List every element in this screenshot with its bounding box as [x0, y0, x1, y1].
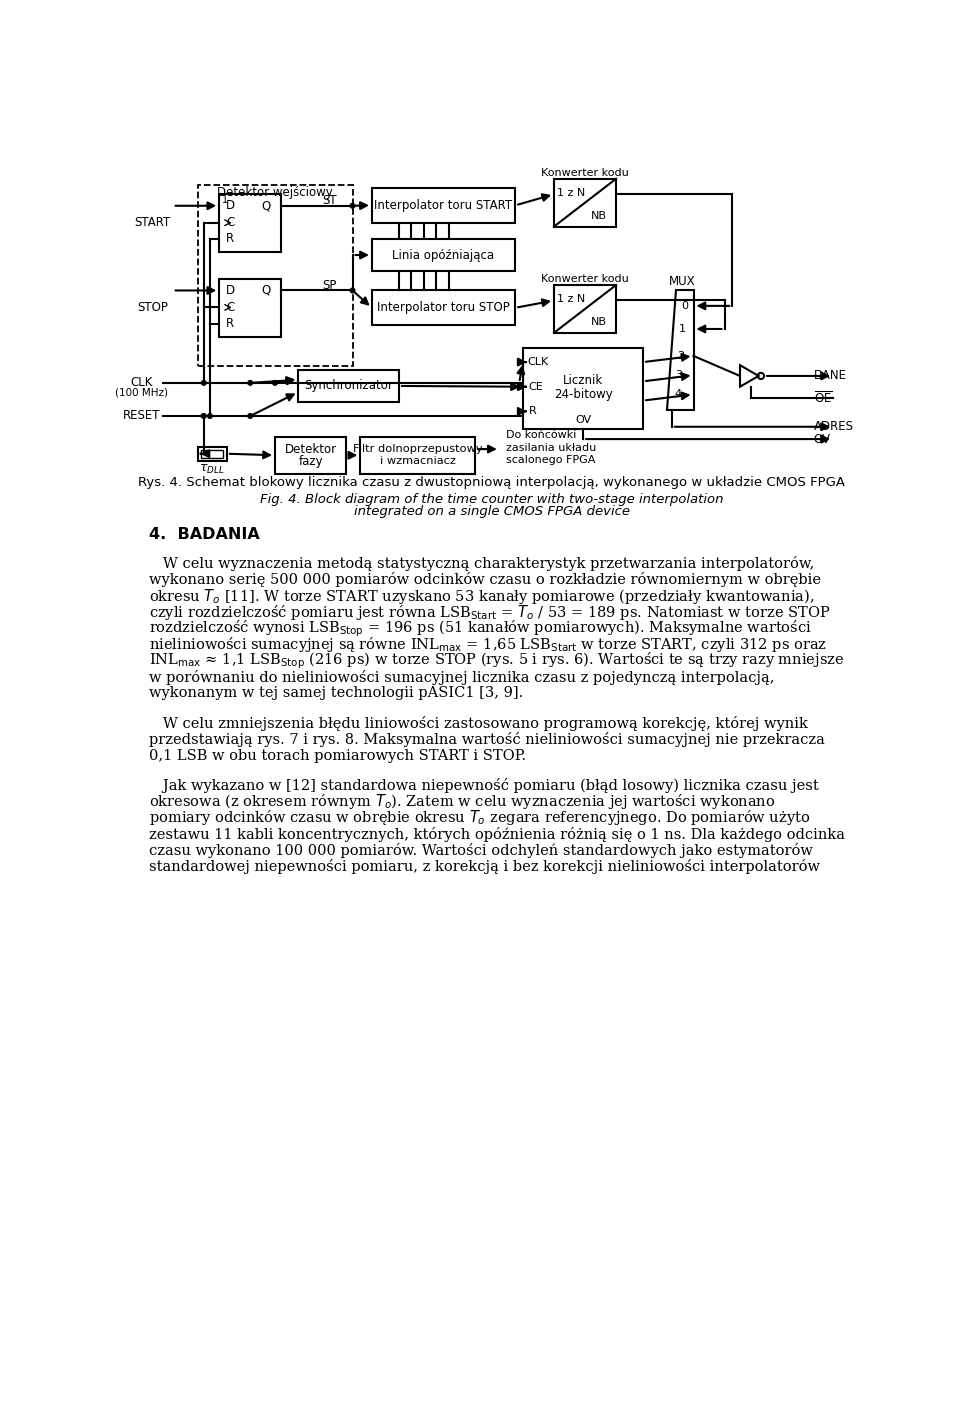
Text: R: R [528, 406, 537, 416]
Text: R: R [226, 317, 234, 329]
Text: scalonego FPGA: scalonego FPGA [506, 455, 595, 465]
Text: rozdzielczość wynosi LSB$_{\mathrm{Stop}}$ = 196 ps (51 kanałów pomiarowych). Ma: rozdzielczość wynosi LSB$_{\mathrm{Stop}… [150, 619, 812, 639]
Circle shape [207, 414, 212, 418]
Text: W celu zmniejszenia błędu liniowości zastosowano programową korekcję, której wyn: W celu zmniejszenia błędu liniowości zas… [150, 716, 808, 730]
Text: 1 z N: 1 z N [557, 188, 586, 198]
Text: Detektor: Detektor [284, 442, 337, 455]
Bar [299, 369, 399, 402]
Text: Do końcówki: Do końcówki [506, 431, 576, 441]
Bar [219, 279, 281, 337]
Text: ADRES: ADRES [814, 421, 853, 434]
Text: 1: 1 [223, 195, 228, 205]
Text: 0,1 LSB w obu torach pomiarowych START i STOP.: 0,1 LSB w obu torach pomiarowych START i… [150, 749, 527, 763]
Text: Konwerter kodu: Konwerter kodu [541, 274, 629, 284]
Text: czasu wykonano 100 000 pomiarów. Wartości odchyleń standardowych jako estymatoró: czasu wykonano 100 000 pomiarów. Wartośc… [150, 843, 813, 858]
Text: OV: OV [575, 415, 591, 425]
Text: OV: OV [814, 432, 830, 445]
Bar [202, 449, 223, 458]
Text: ST: ST [322, 194, 337, 207]
Text: 4: 4 [674, 389, 682, 399]
Text: w porównaniu do nieliniowości sumacyjnej licznika czasu z pojedynczą interpolacj: w porównaniu do nieliniowości sumacyjnej… [150, 670, 775, 684]
Text: 1: 1 [680, 324, 686, 334]
Text: INL$_{\mathrm{max}}$ ≈ 1,1 LSB$_{\mathrm{Stop}}$ (216 ps) w torze STOP (rys. 5 i: INL$_{\mathrm{max}}$ ≈ 1,1 LSB$_{\mathrm… [150, 650, 845, 672]
Text: 1 z N: 1 z N [557, 294, 586, 304]
Text: pomiary odcinków czasu w obrębie okresu $T_o$ zegara referencyjnego. Do pomiarów: pomiary odcinków czasu w obrębie okresu … [150, 809, 811, 827]
Text: W celu wyznaczenia metodą statystyczną charakterystyk przetwarzania interpolator: W celu wyznaczenia metodą statystyczną c… [150, 556, 815, 572]
Text: wykonanym w tej samej technologii pASIC1 [3, 9].: wykonanym w tej samej technologii pASIC1… [150, 686, 524, 700]
Text: okresu $T_o$ [11]. W torze START uzyskano 53 kanały pomiarowe (przedziały kwanto: okresu $T_o$ [11]. W torze START uzyskan… [150, 586, 815, 606]
Text: 24-bitowy: 24-bitowy [554, 388, 612, 401]
Text: NB: NB [591, 211, 607, 221]
Circle shape [350, 204, 355, 208]
Bar [198, 446, 227, 461]
Bar [554, 285, 616, 332]
Text: Interpolator toru STOP: Interpolator toru STOP [377, 301, 510, 314]
Text: standardowej niepewności pomiaru, z korekcją i bez korekcji nieliniowości interp: standardowej niepewności pomiaru, z kore… [150, 858, 821, 874]
Bar [372, 188, 516, 222]
Text: $\overline{\mathrm{OE}}$: $\overline{\mathrm{OE}}$ [814, 391, 832, 406]
Text: 4.  BADANIA: 4. BADANIA [150, 528, 260, 542]
Text: CLK: CLK [131, 376, 153, 389]
Text: Rys. 4. Schemat blokowy licznika czasu z dwustopniową interpolacją, wykonanego w: Rys. 4. Schemat blokowy licznika czasu z… [138, 476, 846, 489]
Text: 0: 0 [681, 301, 688, 311]
Text: SP: SP [322, 278, 336, 291]
Text: 2: 2 [677, 351, 684, 361]
Text: Jak wykazano w [12] standardowa niepewność pomiaru (błąd losowy) licznika czasu : Jak wykazano w [12] standardowa niepewno… [150, 779, 819, 793]
Text: NB: NB [591, 317, 607, 327]
Circle shape [248, 414, 252, 418]
Text: Konwerter kodu: Konwerter kodu [541, 168, 629, 178]
Bar [275, 436, 347, 473]
Text: R: R [226, 232, 234, 245]
Bar [372, 240, 516, 271]
Text: Q: Q [261, 200, 271, 212]
Text: Licznik: Licznik [563, 375, 603, 388]
Text: DANE: DANE [814, 369, 847, 382]
Text: D: D [226, 284, 234, 297]
Text: CLK: CLK [528, 356, 549, 366]
Text: okresowa (z okresem równym $T_o$). Zatem w celu wyznaczenia jej wartości wykonan: okresowa (z okresem równym $T_o$). Zatem… [150, 793, 776, 811]
Bar [372, 291, 516, 325]
Text: MUX: MUX [668, 275, 695, 288]
Text: nieliniowości sumacyjnej są równe INL$_{\mathrm{max}}$ = 1,65 LSB$_{\mathrm{Star: nieliniowości sumacyjnej są równe INL$_{… [150, 635, 828, 655]
Text: Synchronizator: Synchronizator [304, 379, 393, 392]
Text: D: D [226, 200, 234, 212]
Circle shape [273, 381, 277, 385]
Text: przedstawiają rys. 7 i rys. 8. Maksymalna wartość nieliniowości sumacyjnej nie p: przedstawiają rys. 7 i rys. 8. Maksymaln… [150, 732, 826, 747]
Text: Q: Q [261, 284, 271, 297]
Text: Interpolator toru START: Interpolator toru START [374, 198, 513, 212]
Circle shape [350, 288, 355, 292]
Text: wykonano serię 500 000 pomiarów odcinków czasu o rozkładzie równomiernym w obręb: wykonano serię 500 000 pomiarów odcinków… [150, 572, 822, 588]
Bar [198, 185, 352, 366]
Text: $\tau_{DLL}$: $\tau_{DLL}$ [200, 463, 225, 476]
Circle shape [202, 414, 206, 418]
Text: START: START [134, 217, 171, 230]
Circle shape [248, 381, 252, 385]
Bar [554, 178, 616, 227]
Polygon shape [740, 365, 758, 386]
Circle shape [202, 381, 206, 385]
Text: zestawu 11 kabli koncentrycznych, których opóźnienia różnią się o 1 ns. Dla każd: zestawu 11 kabli koncentrycznych, któryc… [150, 827, 846, 841]
Text: fazy: fazy [299, 455, 323, 468]
Text: STOP: STOP [137, 301, 168, 314]
Text: C: C [226, 217, 234, 230]
Text: zasilania układu: zasilania układu [506, 443, 596, 453]
Text: C: C [226, 301, 234, 314]
Text: czyli rozdzielczość pomiaru jest równa LSB$_{\mathrm{Start}}$ = $T_o$ / 53 = 189: czyli rozdzielczość pomiaru jest równa L… [150, 603, 830, 622]
Bar [523, 348, 643, 429]
Text: Linia opóźniająca: Linia opóźniająca [393, 248, 494, 261]
Text: Detektor wejściowy: Detektor wejściowy [217, 187, 333, 200]
Text: i wzmacniacz: i wzmacniacz [379, 456, 456, 466]
Text: RESET: RESET [123, 409, 160, 422]
Text: CE: CE [528, 382, 542, 392]
Bar [219, 194, 281, 252]
Text: Fig. 4. Block diagram of the time counter with two-stage interpolation: Fig. 4. Block diagram of the time counte… [260, 493, 724, 506]
Text: (100 MHz): (100 MHz) [115, 388, 168, 398]
Polygon shape [667, 291, 693, 409]
Text: 3: 3 [676, 371, 683, 381]
Text: Filtr dolnoprzepustowy: Filtr dolnoprzepustowy [352, 443, 483, 453]
Bar [360, 436, 475, 473]
Text: integrated on a single CMOS FPGA device: integrated on a single CMOS FPGA device [354, 505, 630, 518]
